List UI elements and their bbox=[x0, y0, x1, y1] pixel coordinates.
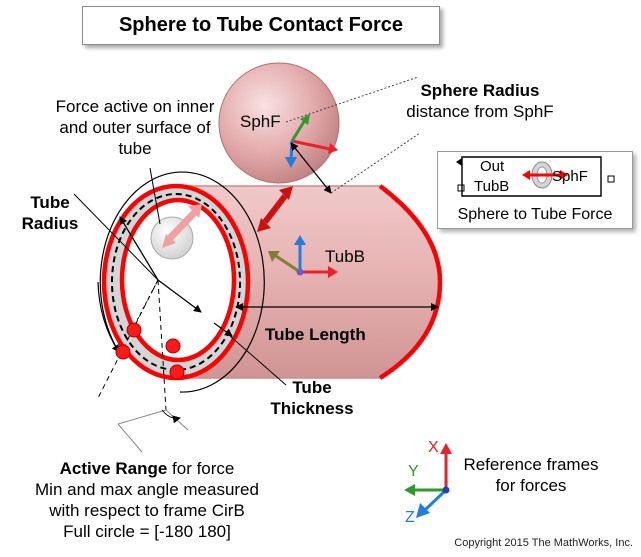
tube-inner-radius-line bbox=[157, 279, 202, 313]
active-range-markers bbox=[96, 279, 189, 453]
active-range-title-rest: for force bbox=[167, 459, 235, 478]
block-port-sphf: SphF bbox=[552, 168, 588, 185]
tubb-frame-label: TubB bbox=[325, 247, 365, 266]
axis-z-label: Z bbox=[405, 509, 415, 526]
block-port-tubb: TubB bbox=[474, 178, 510, 195]
tube-length-label: Tube Length bbox=[265, 325, 366, 344]
reference-frames-label: Reference frames for forces bbox=[463, 455, 599, 495]
block-port-out: Out bbox=[480, 158, 505, 175]
tubb-frame-axes bbox=[268, 235, 338, 278]
tube-radius-line bbox=[119, 216, 159, 281]
reference-frame-triad bbox=[404, 443, 452, 518]
outer-radius-arc bbox=[99, 171, 265, 393]
inner-force-arrow bbox=[167, 209, 198, 241]
sphere-to-tube-force-block-panel: Out TubB SphF Sphere to Tube Force bbox=[437, 151, 633, 229]
tube-radius-leader bbox=[73, 193, 159, 281]
active-range-label: Active Range for force Min and max angle… bbox=[6, 458, 288, 542]
active-range-arrow bbox=[97, 281, 120, 353]
sphere-radius-desc: distance from SphF bbox=[406, 102, 554, 121]
sphere-radius-leader-bottom bbox=[330, 132, 421, 194]
diagram-title: Sphere to Tube Contact Force bbox=[82, 6, 440, 45]
sphf-frame-label: SphF bbox=[240, 112, 281, 131]
copyright-text: Copyright 2015 The MathWorks, Inc. bbox=[454, 537, 633, 549]
sphere-radius-leader-top bbox=[285, 76, 419, 123]
sphere-radius-title: Sphere Radius bbox=[420, 81, 540, 100]
tube-thickness-label: Tube Thickness bbox=[270, 378, 354, 418]
inner-surface-highlight bbox=[119, 197, 237, 363]
contact-force-arrow bbox=[257, 186, 293, 232]
force-active-leader bbox=[149, 167, 161, 225]
active-range-title: Active Range bbox=[59, 459, 168, 478]
sphere-radius-dimension bbox=[290, 142, 332, 194]
tube-radius-label: Tube Radius bbox=[21, 193, 79, 233]
tube-end-highlight bbox=[378, 184, 443, 380]
axis-y-label: Y bbox=[408, 463, 419, 480]
active-range-line3: with respect to frame CirB bbox=[49, 501, 245, 520]
sphere-radius-label: Sphere Radius distance from SphF bbox=[380, 80, 580, 122]
force-active-label: Force active on inner and outer surface … bbox=[55, 97, 215, 158]
active-range-line4: Full circle = [-180 180] bbox=[63, 522, 231, 541]
active-range-line2: Min and max angle measured bbox=[35, 480, 259, 499]
axis-x-label: X bbox=[428, 439, 439, 456]
block-name: Sphere to Tube Force bbox=[457, 206, 613, 223]
block-graphic bbox=[456, 156, 615, 197]
tube-thickness-leader bbox=[229, 335, 287, 386]
tube bbox=[101, 183, 443, 381]
mid-surface-dashed bbox=[111, 193, 241, 371]
